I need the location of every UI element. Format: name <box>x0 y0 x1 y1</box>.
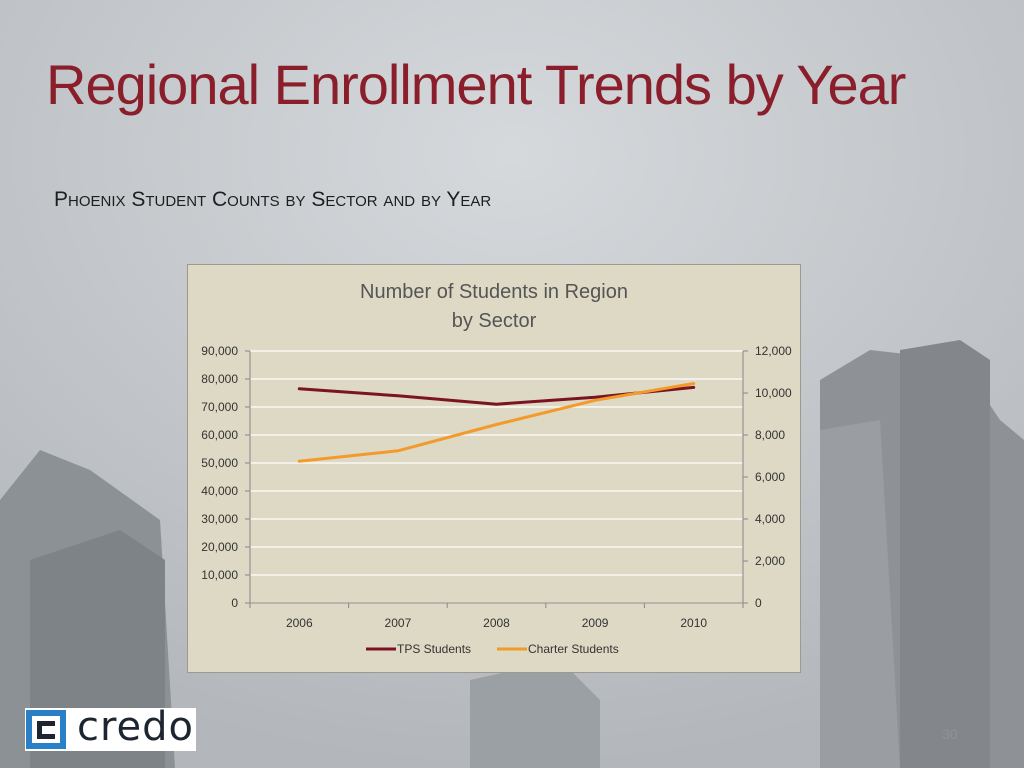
right-axis-tick-label: 10,000 <box>755 386 792 400</box>
right-axis-tick-label: 6,000 <box>755 470 785 484</box>
left-axis-tick-label: 20,000 <box>201 540 238 554</box>
x-axis-tick-label: 2007 <box>385 616 412 630</box>
enrollment-line-chart: Number of Students in Region by Sector 0 10… <box>201 281 792 656</box>
slide-subtitle: Phoenix Student Counts by Sector and by … <box>54 188 492 211</box>
right-axis-tick-label: 12,000 <box>755 344 792 358</box>
legend-label: Charter Students <box>528 642 619 656</box>
right-axis-tick-label: 0 <box>755 596 762 610</box>
left-axis-tick-label: 40,000 <box>201 484 238 498</box>
right-axis-tick-label: 2,000 <box>755 554 785 568</box>
credo-logo: credo <box>25 704 196 751</box>
left-axis-tick-label: 80,000 <box>201 372 238 386</box>
left-axis-tick-label: 90,000 <box>201 344 238 358</box>
left-axis-tick-label: 30,000 <box>201 512 238 526</box>
left-axis-tick-label: 60,000 <box>201 428 238 442</box>
page-number: 30 <box>942 726 958 742</box>
right-axis-tick-label: 4,000 <box>755 512 785 526</box>
logo-wordmark: credo <box>77 704 195 750</box>
left-axis-tick-label: 0 <box>231 596 238 610</box>
credo-logo-mark-icon <box>26 710 66 749</box>
left-axis-tick-label: 70,000 <box>201 400 238 414</box>
right-axis-tick-label: 8,000 <box>755 428 785 442</box>
chart-title-line: Number of Students in Region <box>360 281 628 303</box>
slide-title: Regional Enrollment Trends by Year <box>46 53 906 116</box>
x-axis-tick-label: 2008 <box>483 616 510 630</box>
x-axis-tick-label: 2006 <box>286 616 313 630</box>
legend-label: TPS Students <box>397 642 471 656</box>
chart-panel: Number of Students in Region by Sector 0 10… <box>187 264 801 673</box>
x-axis-tick-label: 2009 <box>582 616 609 630</box>
series-line-charter-students <box>297 382 696 463</box>
left-axis-tick-label: 10,000 <box>201 568 238 582</box>
left-axis-tick-label: 50,000 <box>201 456 238 470</box>
plot-area <box>250 351 743 603</box>
chart-title-line: by Sector <box>452 310 537 332</box>
x-axis-tick-label: 2010 <box>680 616 707 630</box>
